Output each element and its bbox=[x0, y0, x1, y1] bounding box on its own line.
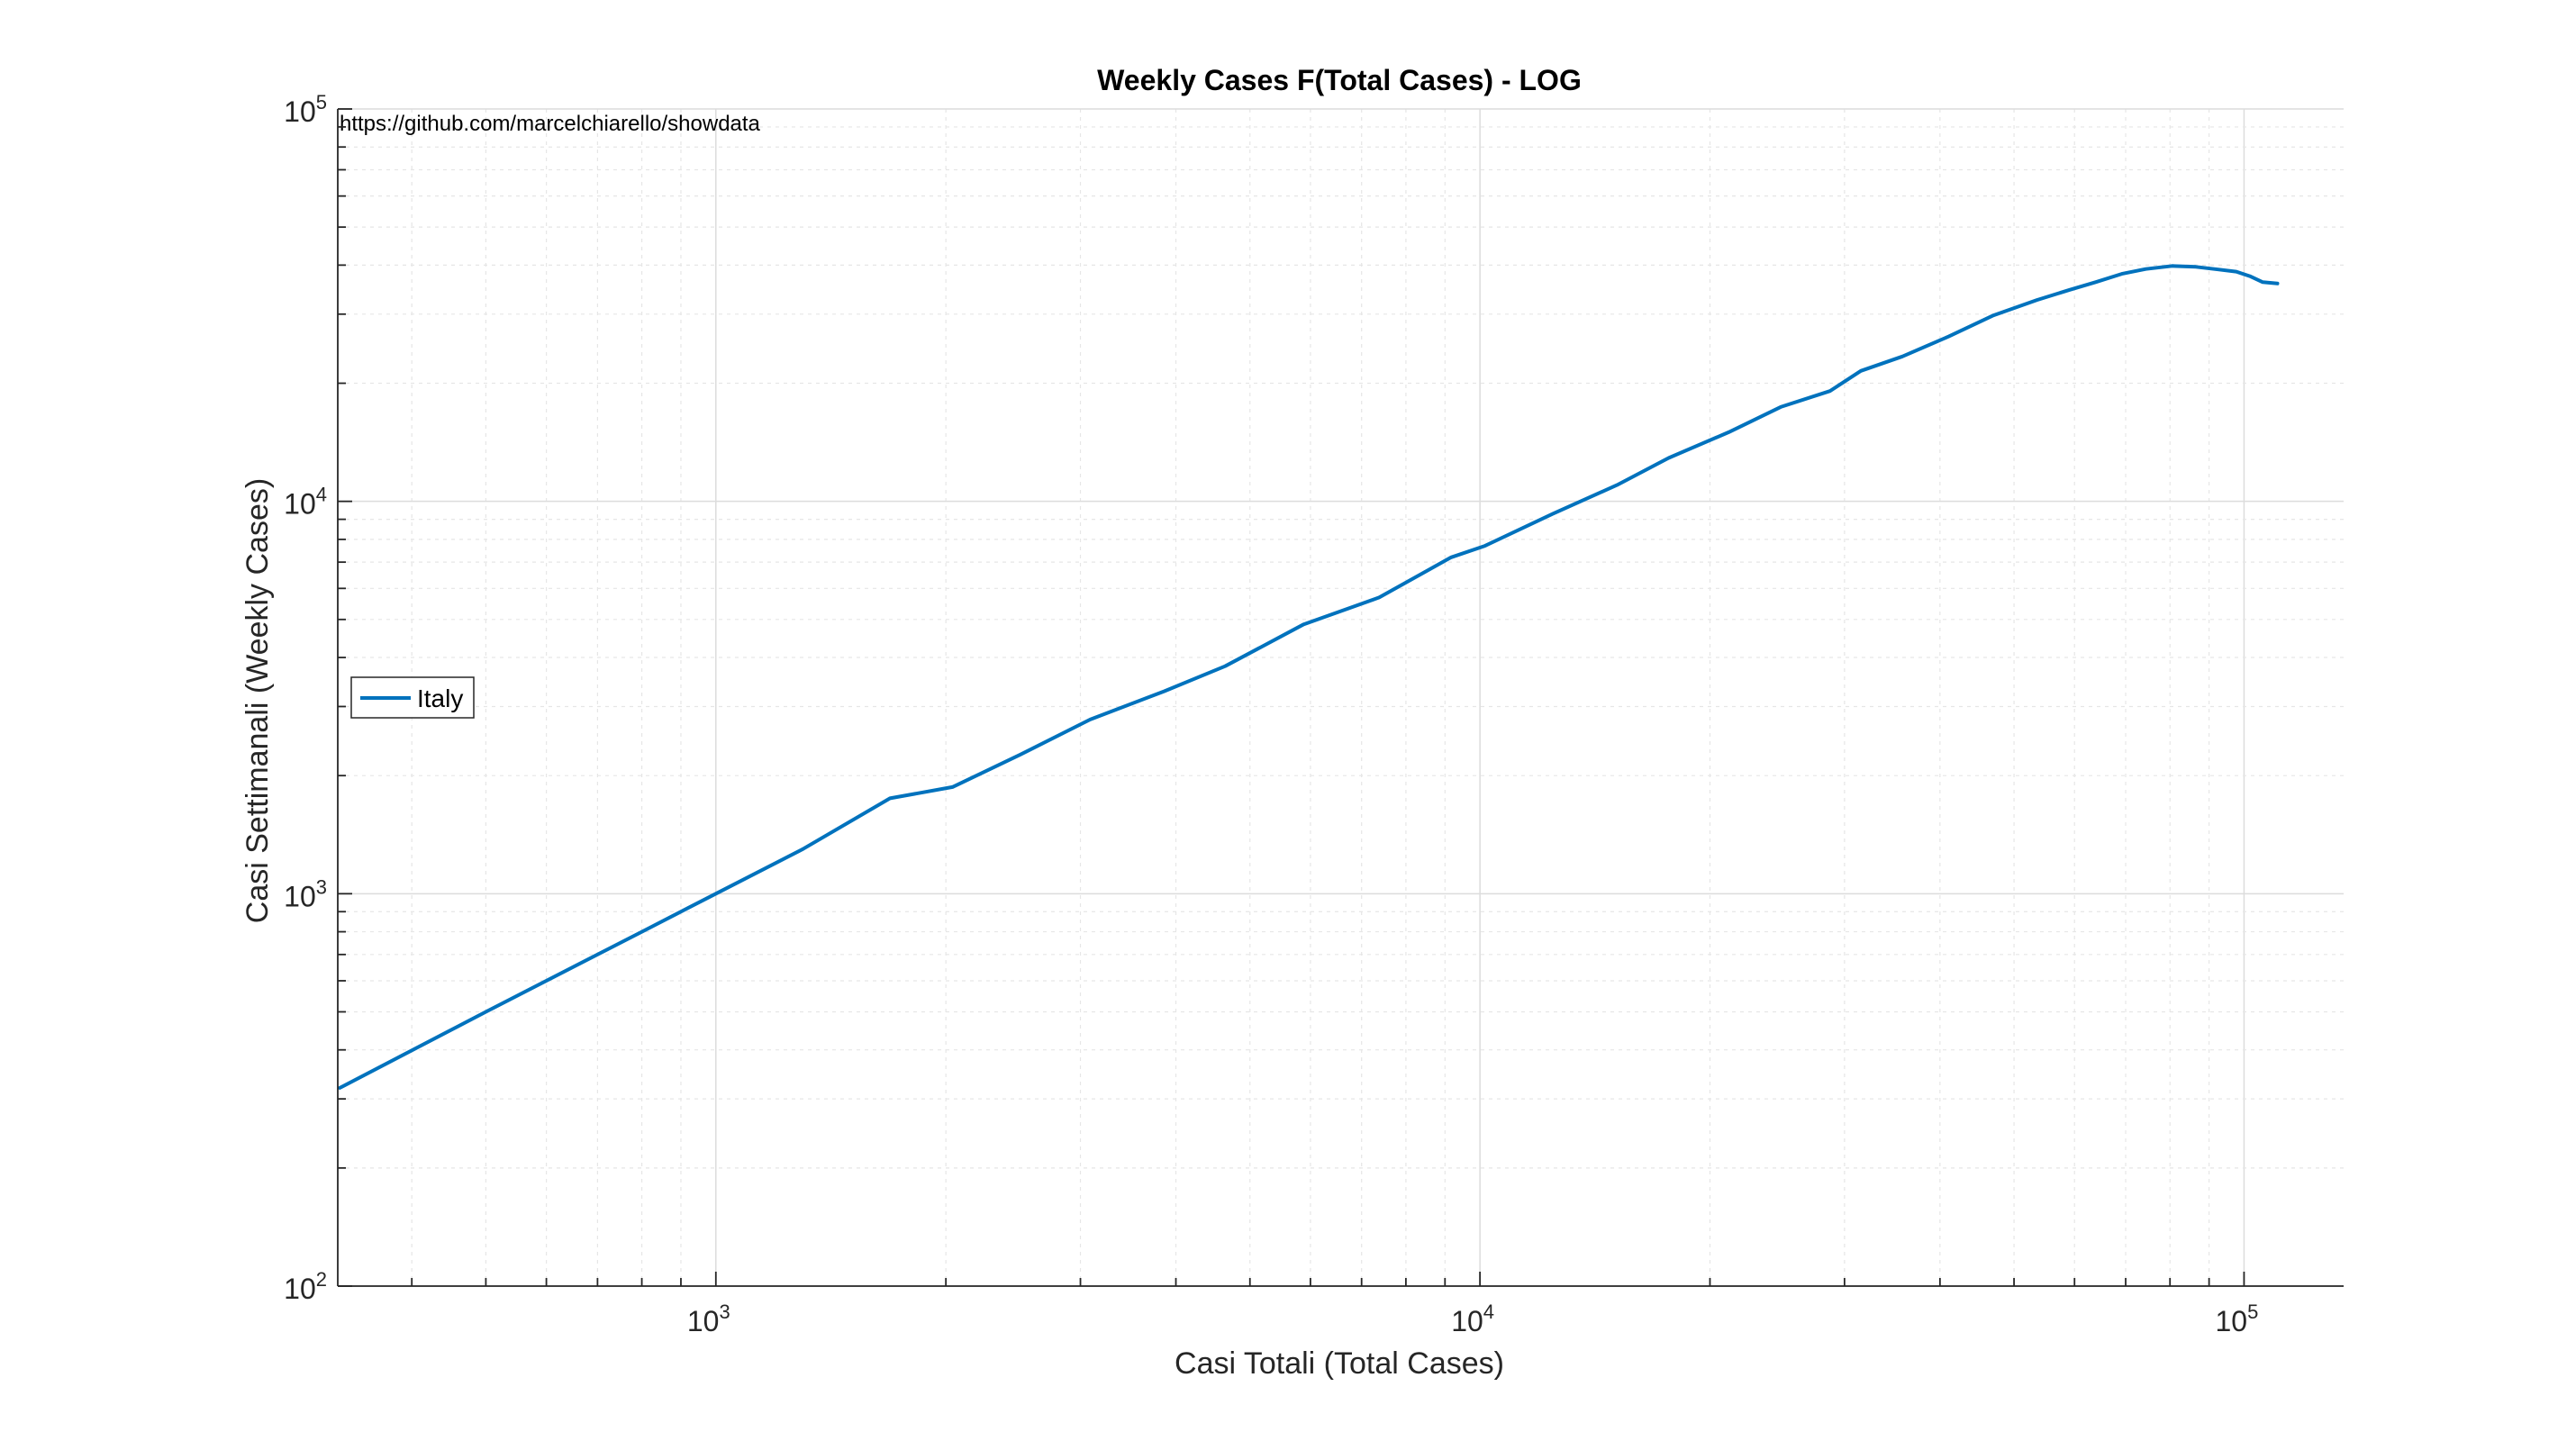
x-tick-label: 103 bbox=[687, 1301, 730, 1337]
chart-title: Weekly Cases F(Total Cases) - LOG bbox=[1097, 64, 1582, 96]
source-annotation: https://github.com/marcelchiarello/showd… bbox=[340, 112, 761, 136]
y-tick-label: 105 bbox=[284, 91, 327, 128]
series-layer bbox=[338, 264, 2280, 1090]
y-tick-label: 102 bbox=[284, 1268, 327, 1305]
x-tick-label: 104 bbox=[1451, 1301, 1494, 1337]
axes bbox=[337, 109, 2344, 1287]
legend-label-italy: Italy bbox=[417, 684, 463, 712]
y-tick-label: 103 bbox=[284, 875, 327, 912]
grid bbox=[338, 108, 2344, 1287]
x-tick-label: 105 bbox=[2216, 1301, 2259, 1337]
x-axis-label: Casi Totali (Total Cases) bbox=[1175, 1346, 1504, 1381]
y-axis-label: Casi Settimanali (Weekly Cases) bbox=[240, 478, 275, 923]
series-line-italy bbox=[338, 264, 2280, 1090]
tick-labels: 103 104 105 102 103 104 105 bbox=[284, 91, 2258, 1337]
ticks bbox=[338, 108, 2245, 1287]
y-tick-label: 104 bbox=[284, 484, 327, 521]
legend[interactable]: Italy bbox=[350, 676, 475, 719]
